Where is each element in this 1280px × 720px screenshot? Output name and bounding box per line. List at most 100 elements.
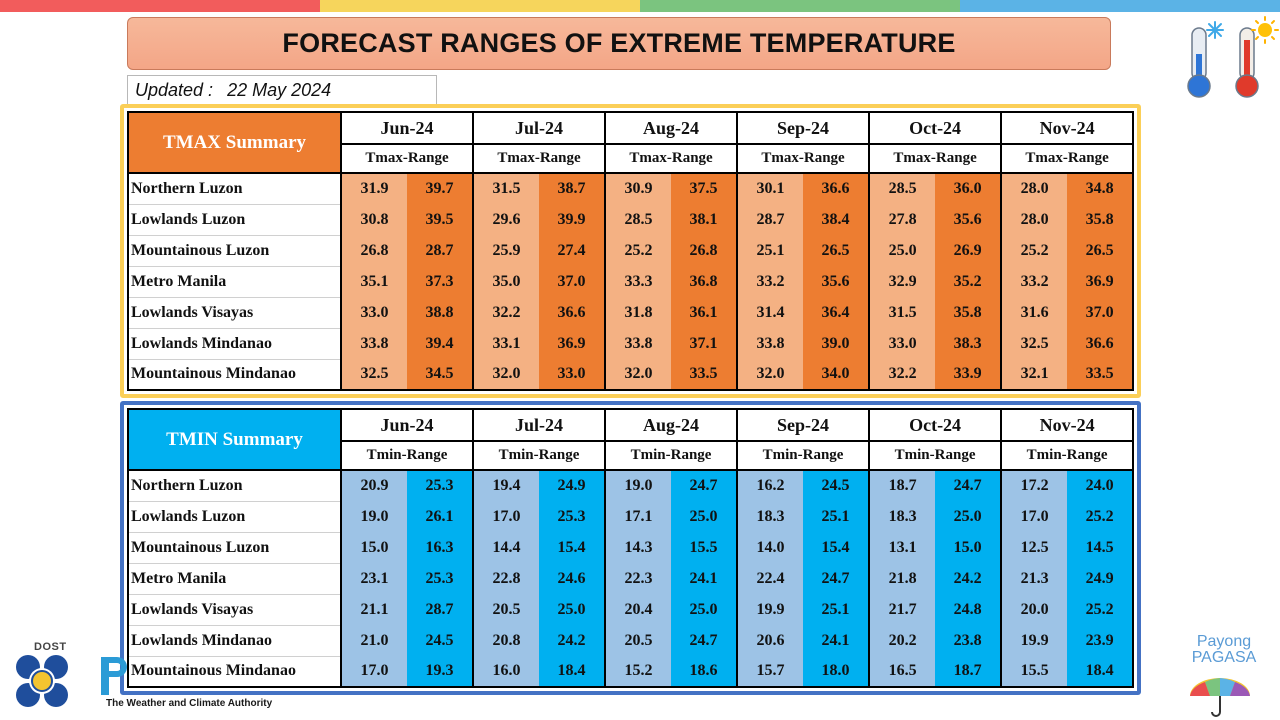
range-high-value: 18.0 [803, 656, 870, 688]
thermometer-hot-icon [1235, 16, 1279, 98]
range-low-value: 20.9 [340, 470, 407, 501]
range-low-value: 14.3 [604, 532, 672, 563]
thermometer-icon [1187, 16, 1279, 98]
authority-text: The Weather and Climate Authority [106, 698, 273, 709]
range-high-value: 37.5 [671, 173, 738, 204]
table-row: Northern Luzon 20.9 25.3 19.4 24.9 19.0 24.7 16… [127, 470, 1135, 502]
range-low-value: 35.0 [472, 266, 540, 297]
table-row: Mountainous Mindanao 17.0 19.3 16.0 18.4 15.2… [127, 656, 1135, 688]
range-low-value: 13.1 [868, 532, 936, 563]
range-low-value: 25.9 [472, 235, 540, 266]
top-bar-red [0, 0, 320, 12]
range-low-value: 25.0 [868, 235, 936, 266]
range-high-value: 36.9 [1067, 266, 1135, 297]
range-low-value: 21.0 [340, 625, 407, 656]
range-low-value: 33.0 [868, 328, 936, 359]
range-high-value: 36.0 [935, 173, 1002, 204]
range-high-value: 25.3 [407, 563, 474, 594]
range-low-value: 32.0 [604, 359, 672, 391]
range-low-value: 22.4 [736, 563, 804, 594]
range-high-value: 33.0 [539, 359, 606, 391]
range-high-value: 15.4 [539, 532, 606, 563]
range-low-value: 16.2 [736, 470, 804, 501]
range-subheader: Tmax-Range [1000, 144, 1135, 174]
month-header: Sep-24 [736, 111, 871, 145]
month-header: Aug-24 [604, 111, 739, 145]
range-low-value: 17.0 [340, 656, 407, 688]
range-low-value: 31.4 [736, 297, 804, 328]
range-high-value: 24.7 [935, 470, 1002, 501]
range-high-value: 39.9 [539, 204, 606, 235]
summary-label: TMIN Summary [127, 408, 342, 471]
range-subheader: Tmin-Range [339, 441, 475, 471]
range-high-value: 36.1 [671, 297, 738, 328]
range-high-value: 39.4 [407, 328, 474, 359]
range-low-value: 33.8 [604, 328, 672, 359]
month-header: Oct-24 [868, 111, 1003, 145]
range-low-value: 28.7 [736, 204, 804, 235]
table-row: Mountainous Luzon 15.0 16.3 14.4 15.4 14.3 15.… [127, 532, 1135, 564]
range-subheader: Tmin-Range [604, 441, 739, 471]
range-high-value: 24.7 [803, 563, 870, 594]
range-high-value: 34.8 [1067, 173, 1135, 204]
range-low-value: 19.9 [736, 594, 804, 625]
top-bar-blue [960, 0, 1280, 12]
region-label: Metro Manila [127, 266, 341, 298]
range-high-value: 18.7 [935, 656, 1002, 688]
header-row-range: Tmin-Range Tmin-Range Tmin-Range Tmin-Range… [128, 441, 1135, 471]
range-high-value: 24.9 [539, 470, 606, 501]
region-label: Lowlands Visayas [127, 297, 341, 329]
region-label: Lowlands Luzon [127, 204, 341, 236]
range-high-value: 25.0 [539, 594, 606, 625]
payong-pagasa-logo: Payong PAGASA [1176, 634, 1272, 666]
dost-label: DOST [34, 641, 67, 653]
range-high-value: 24.5 [803, 470, 870, 501]
range-low-value: 21.1 [340, 594, 407, 625]
region-label: Northern Luzon [127, 470, 341, 502]
region-label: Mountainous Luzon [127, 532, 341, 564]
month-header: Jun-24 [339, 408, 475, 442]
range-low-value: 20.5 [472, 594, 540, 625]
region-label: Mountainous Mindanao [127, 656, 341, 688]
updated-date: 22 May 2024 [227, 79, 332, 100]
updated-label: Updated : [135, 79, 214, 100]
range-high-value: 24.7 [671, 625, 738, 656]
range-high-value: 35.6 [803, 266, 870, 297]
range-high-value: 35.8 [935, 297, 1002, 328]
range-high-value: 36.6 [803, 173, 870, 204]
range-subheader: Tmin-Range [736, 441, 871, 471]
month-header: Jul-24 [472, 408, 607, 442]
top-bar-yellow [320, 0, 640, 12]
range-high-value: 36.9 [539, 328, 606, 359]
header-row-range: Tmax-Range Tmax-Range Tmax-Range Tmax-Range… [128, 144, 1135, 174]
range-low-value: 32.5 [340, 359, 407, 391]
range-low-value: 29.6 [472, 204, 540, 235]
header-row-months: TMAX Summary Jun-24 Jul-24 Aug-24 Sep-24 Oct-… [127, 111, 1135, 174]
range-low-value: 16.5 [868, 656, 936, 688]
range-low-value: 15.2 [604, 656, 672, 688]
payong-line2: PAGASA [1191, 649, 1257, 666]
range-low-value: 28.0 [1000, 204, 1068, 235]
range-low-value: 17.0 [472, 501, 540, 532]
range-low-value: 28.5 [868, 173, 936, 204]
range-low-value: 25.2 [1000, 235, 1068, 266]
range-high-value: 23.8 [935, 625, 1002, 656]
tmin-table: TMIN Summary Jun-24 Jul-24 Aug-24 Sep-24 Oct-… [127, 408, 1135, 688]
range-high-value: 23.9 [1067, 625, 1135, 656]
range-high-value: 15.0 [935, 532, 1002, 563]
range-high-value: 37.3 [407, 266, 474, 297]
range-low-value: 15.7 [736, 656, 804, 688]
range-high-value: 39.5 [407, 204, 474, 235]
range-high-value: 24.0 [1067, 470, 1135, 501]
month-header: Oct-24 [868, 408, 1003, 442]
range-subheader: Tmax-Range [604, 144, 739, 174]
tmax-table: TMAX Summary Jun-24 Jul-24 Aug-24 Sep-24 Oct-… [127, 111, 1135, 391]
range-high-value: 38.4 [803, 204, 870, 235]
range-high-value: 25.2 [1067, 594, 1135, 625]
range-low-value: 28.0 [1000, 173, 1068, 204]
region-label: Lowlands Luzon [127, 501, 341, 533]
table-row: Lowlands Luzon 19.0 26.1 17.0 25.3 17.1 25.0 18… [127, 501, 1135, 533]
updated-box: Updated : 22 May 2024 [127, 75, 437, 104]
range-high-value: 36.8 [671, 266, 738, 297]
range-high-value: 35.2 [935, 266, 1002, 297]
